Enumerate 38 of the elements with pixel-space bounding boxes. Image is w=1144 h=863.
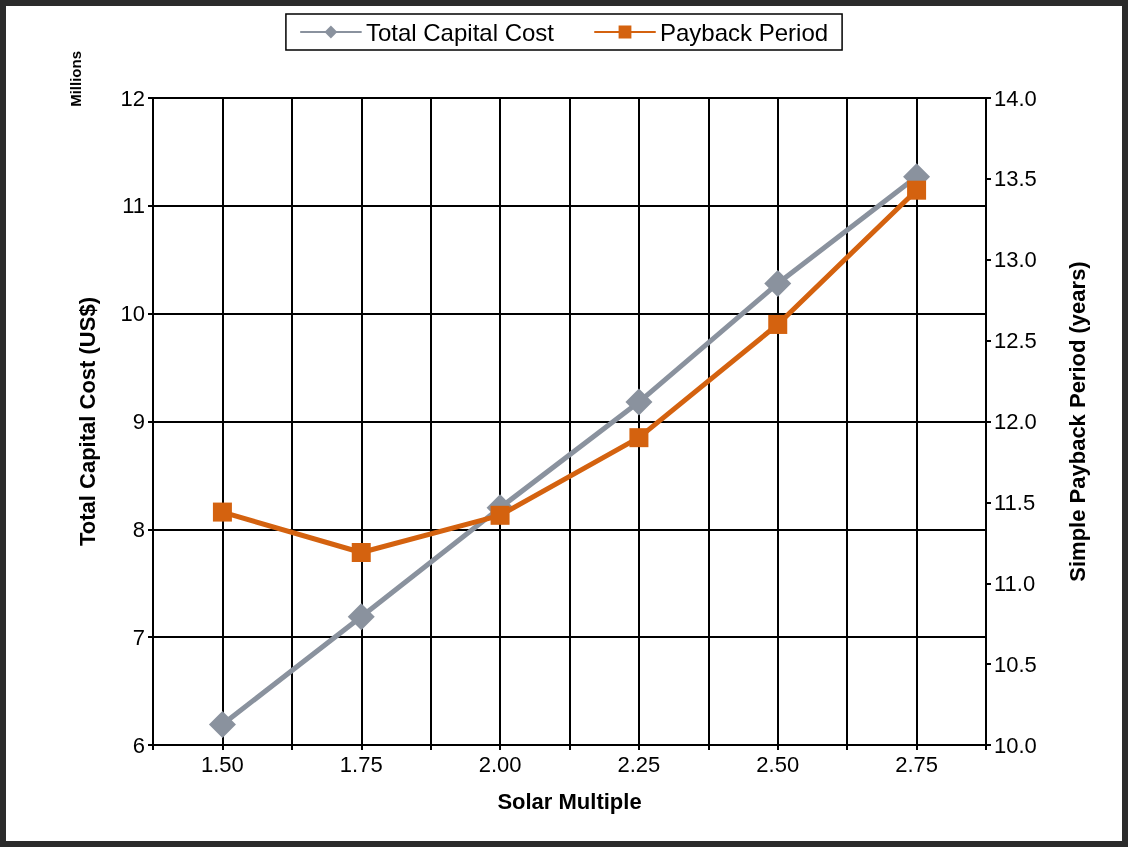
point: [629, 428, 649, 448]
y-tick-label: 12: [120, 85, 145, 111]
y-tick-label: 7: [132, 624, 145, 650]
point: [208, 711, 236, 739]
point: [625, 388, 653, 416]
y2-tick-label: 13.0: [994, 247, 1037, 273]
y2-axis-title: Simple Payback Period (years): [1064, 261, 1090, 582]
y-tick-label: 9: [132, 409, 145, 434]
y2-tick-label: 11.0: [994, 570, 1036, 596]
x-tick-label: 1.75: [339, 751, 383, 777]
y2-tick-label: 12.5: [994, 328, 1037, 354]
point: [212, 502, 232, 522]
x-tick-label: 2.00: [478, 751, 522, 777]
y-axis-title: Total Capital Cost (US$): [74, 297, 100, 546]
y-tick-label: 6: [132, 732, 145, 758]
legend-label: Payback Period: [660, 18, 829, 46]
text: Millions: [67, 50, 84, 107]
point: [347, 603, 375, 631]
x-tick-label: 2.75: [895, 751, 938, 777]
y2-tick-label: 12.0: [994, 409, 1037, 434]
point: [764, 269, 792, 297]
x-tick-label: 2.50: [756, 751, 800, 777]
x-axis-title: Solar Multiple: [497, 788, 642, 814]
legend-label: Total Capital Cost: [365, 18, 555, 46]
y-tick-label: 10: [120, 301, 145, 327]
y-tick-label: 8: [132, 516, 145, 542]
y-tick-label: 11: [122, 193, 145, 219]
point: [768, 314, 788, 334]
x-tick-label: 2.25: [617, 751, 661, 777]
x-tick-label: 1.50: [201, 751, 244, 777]
y2-tick-label: 14.0: [994, 85, 1037, 111]
y2-tick-label: 10.0: [994, 732, 1037, 758]
point: [351, 543, 371, 563]
point: [907, 180, 927, 200]
y2-tick-label: 10.5: [994, 651, 1037, 677]
y2-tick-label: 11.5: [994, 489, 1036, 515]
point: [490, 505, 510, 525]
y2-tick-label: 13.5: [994, 166, 1037, 192]
